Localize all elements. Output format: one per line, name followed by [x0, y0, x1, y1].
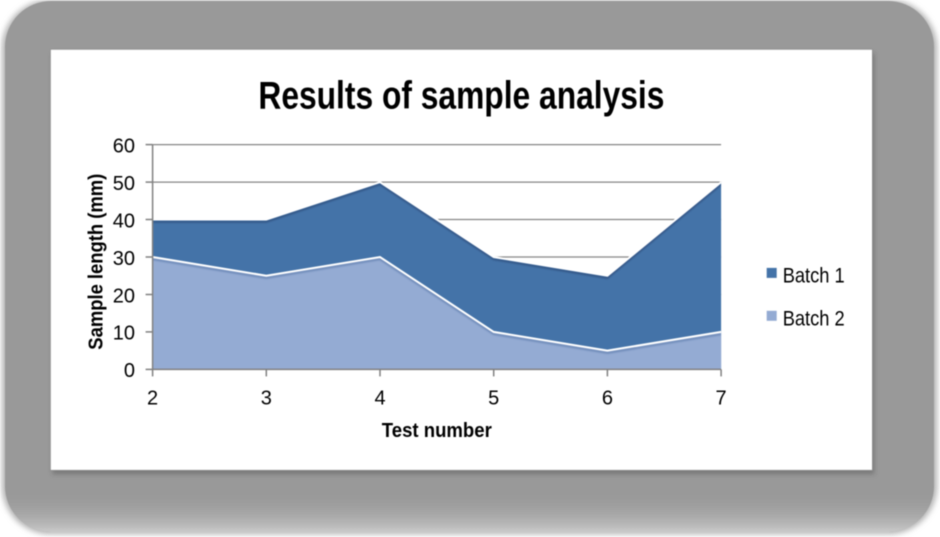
- svg-text:30: 30: [113, 248, 135, 270]
- svg-text:6: 6: [602, 388, 613, 410]
- svg-text:7: 7: [716, 388, 727, 410]
- svg-text:40: 40: [113, 210, 135, 232]
- svg-text:5: 5: [488, 388, 499, 410]
- svg-text:3: 3: [261, 388, 272, 410]
- svg-text:60: 60: [113, 135, 135, 157]
- svg-text:Test number: Test number: [382, 420, 492, 442]
- svg-text:4: 4: [374, 388, 385, 410]
- svg-text:10: 10: [113, 323, 135, 345]
- svg-text:20: 20: [113, 285, 135, 307]
- svg-text:0: 0: [124, 360, 135, 382]
- svg-text:Batch 1: Batch 1: [783, 265, 845, 288]
- svg-text:2: 2: [147, 388, 158, 410]
- svg-text:Sample length (mm): Sample length (mm): [86, 174, 108, 350]
- svg-text:Results of sample analysis: Results of sample analysis: [258, 75, 664, 118]
- svg-text:Batch 2: Batch 2: [783, 308, 845, 331]
- svg-text:50: 50: [113, 173, 135, 195]
